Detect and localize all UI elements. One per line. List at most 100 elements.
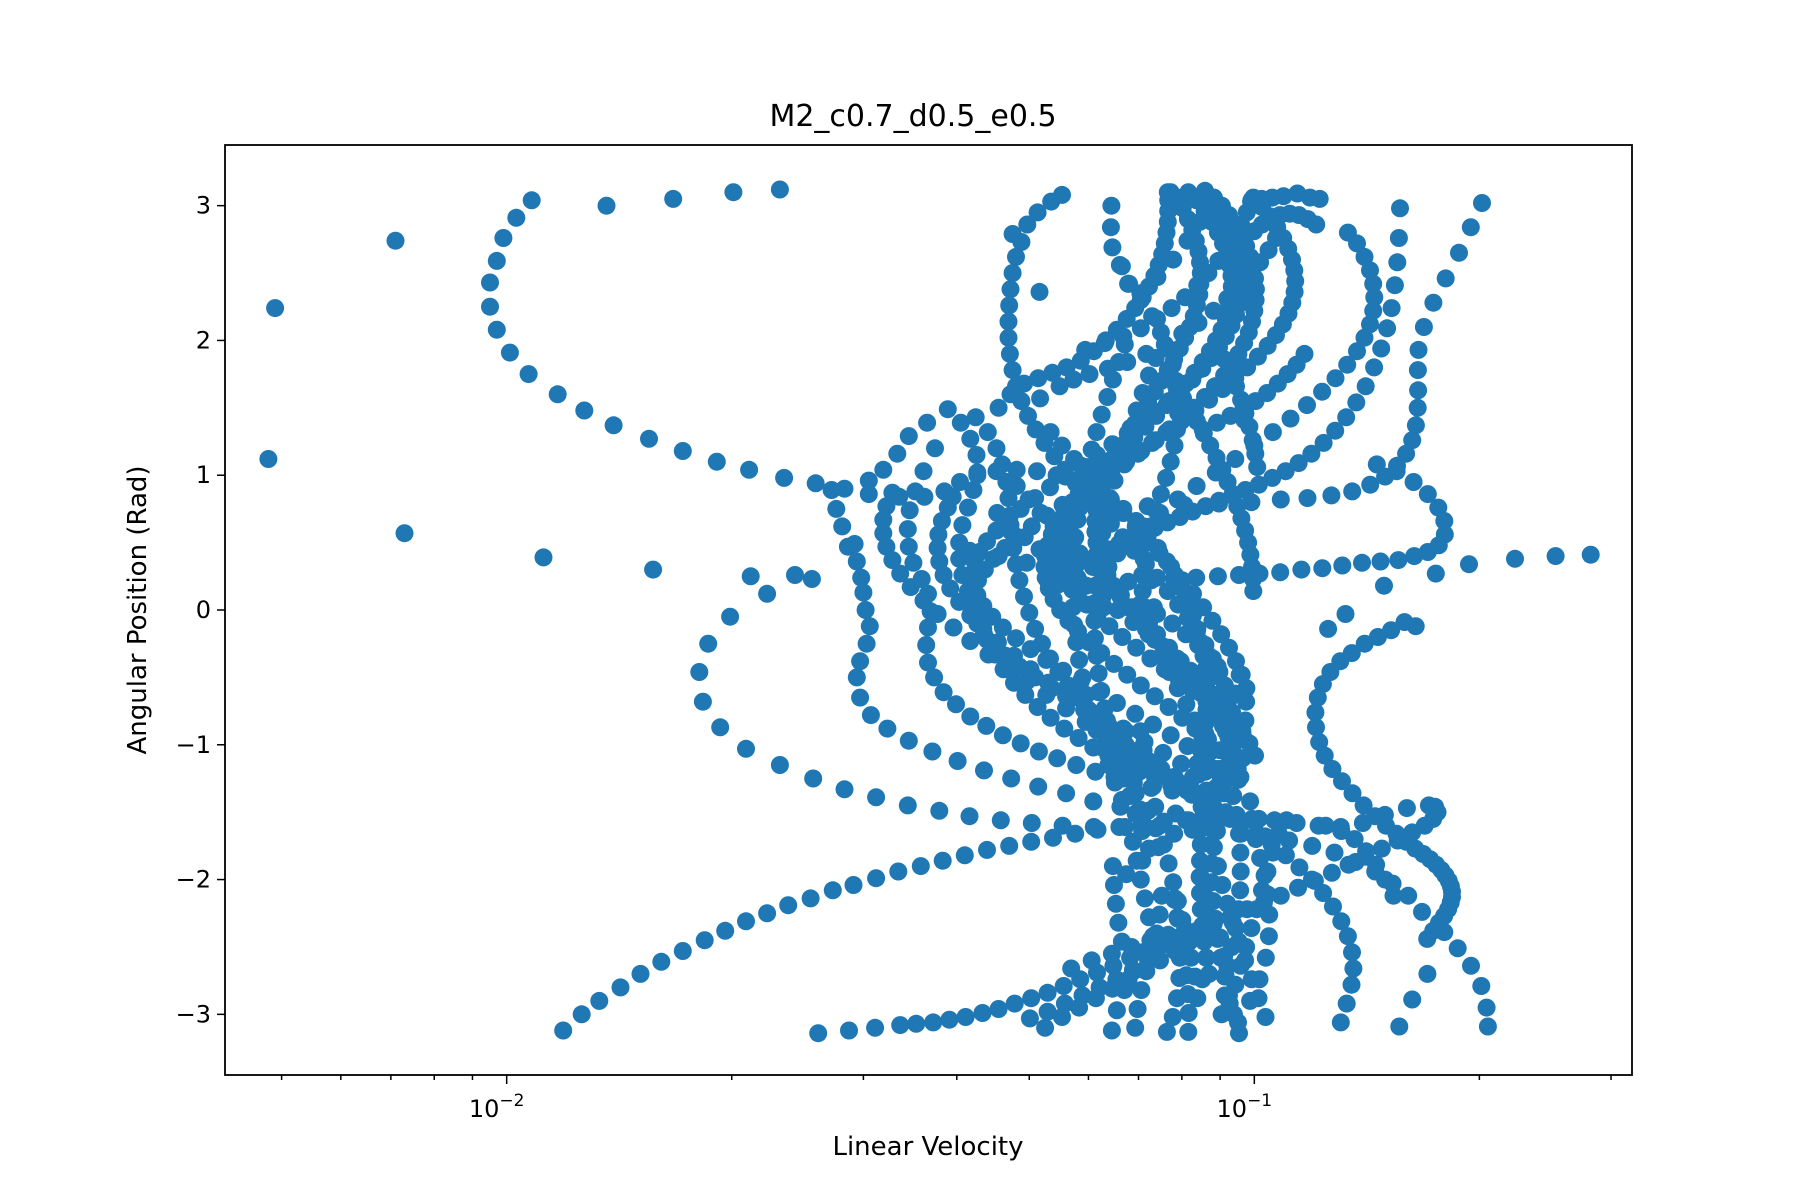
scatter-point — [1140, 839, 1158, 858]
scatter-point — [1030, 540, 1049, 559]
scatter-point — [1146, 349, 1165, 367]
scatter-point — [1112, 257, 1131, 276]
scatter-point — [519, 365, 538, 384]
scatter-point — [1477, 998, 1496, 1017]
scatter-point — [1154, 835, 1173, 854]
scatter-point — [835, 780, 854, 799]
scatter-point — [1007, 477, 1026, 495]
scatter-point — [1127, 401, 1146, 420]
scatter-point — [1103, 370, 1122, 389]
scatter-point — [1073, 668, 1092, 687]
scatter-point — [1020, 603, 1039, 622]
scatter-point — [1403, 431, 1422, 450]
scatter-point — [924, 1013, 943, 1032]
scatter-point — [1160, 392, 1178, 411]
scatter-point — [1179, 1022, 1198, 1041]
scatter-point — [977, 716, 996, 735]
scatter-point — [1355, 328, 1374, 347]
y-axis: 3 2 1 0 −1 −2 −3 — [176, 192, 225, 1028]
scatter-point — [973, 1004, 992, 1022]
scatter-point — [1064, 370, 1083, 389]
scatter-point — [1150, 816, 1169, 835]
scatter-point — [1332, 912, 1351, 931]
scatter-point — [1186, 967, 1204, 986]
scatter-point — [1020, 1009, 1039, 1028]
scatter-point — [1055, 994, 1074, 1013]
scatter-point — [1011, 734, 1030, 753]
scatter-point — [1092, 681, 1111, 700]
scatter-point — [914, 591, 933, 610]
scatter-point — [1115, 436, 1134, 455]
scatter-point — [1002, 769, 1021, 788]
scatter-point — [1271, 563, 1290, 582]
scatter-point — [1263, 843, 1282, 862]
scatter-point — [1148, 268, 1167, 287]
scatter-point — [1177, 695, 1196, 714]
scatter-point — [1353, 553, 1371, 572]
scatter-point — [1026, 420, 1045, 439]
scatter-point — [1124, 962, 1143, 981]
scatter-point — [1181, 661, 1200, 680]
scatter-point — [1038, 983, 1057, 1002]
scatter-point — [1115, 739, 1134, 758]
scatter-point — [1003, 361, 1022, 380]
scatter-point — [1131, 284, 1150, 303]
scatter-point — [1138, 497, 1157, 516]
scatter-point — [823, 881, 842, 900]
scatter-point — [1194, 727, 1213, 746]
scatter-point — [1029, 777, 1048, 796]
scatter-point — [1378, 319, 1397, 338]
scatter-point — [1338, 927, 1357, 946]
scatter-point — [860, 617, 879, 636]
scatter-point — [1070, 544, 1089, 563]
scatter-point — [1030, 282, 1049, 301]
scatter-point — [1159, 698, 1178, 716]
scatter-point — [1450, 243, 1468, 262]
scatter-point — [1213, 876, 1232, 894]
scatter-point — [1389, 551, 1408, 570]
scatter-point — [1361, 475, 1380, 494]
scatter-point — [1230, 277, 1249, 296]
scatter-point — [951, 413, 970, 432]
scatter-point — [801, 889, 820, 908]
scatter-point — [1175, 495, 1194, 514]
scatter-point — [716, 921, 735, 940]
scatter-point — [1247, 900, 1266, 919]
scatter-point — [930, 801, 949, 820]
scatter-point — [1157, 1022, 1176, 1041]
scatter-point — [1119, 274, 1138, 293]
scatter-point — [1053, 436, 1071, 455]
scatter-point — [960, 807, 979, 826]
scatter-point — [944, 618, 963, 637]
scatter-point — [1313, 675, 1332, 694]
scatter-point — [758, 584, 777, 603]
scatter-point — [724, 183, 743, 202]
scatter-point — [1424, 293, 1443, 312]
scatter-point — [935, 482, 954, 501]
scatter-point — [1226, 919, 1245, 938]
scatter-point — [854, 583, 873, 602]
scatter-point — [964, 481, 983, 499]
scatter-point — [822, 481, 841, 499]
scatter-point — [1197, 687, 1216, 706]
scatter-point — [1391, 199, 1409, 218]
scatter-point — [395, 524, 414, 543]
scatter-point — [1178, 592, 1197, 611]
scatter-point — [1269, 824, 1288, 843]
scatter-point — [1164, 873, 1183, 892]
scatter-point — [1109, 913, 1128, 932]
scatter-point — [899, 427, 918, 446]
scatter-point — [1043, 363, 1062, 382]
scatter-point — [1241, 991, 1260, 1010]
scatter-point — [929, 525, 948, 544]
scatter-point — [1031, 504, 1050, 522]
scatter-point — [1387, 462, 1406, 481]
scatter-point — [1047, 466, 1066, 485]
scatter-point — [1355, 634, 1374, 653]
scatter-point — [1085, 629, 1104, 648]
scatter-point — [1246, 830, 1265, 849]
scatter-point — [851, 688, 870, 707]
scatter-point — [898, 796, 917, 815]
scatter-point — [1001, 280, 1020, 299]
